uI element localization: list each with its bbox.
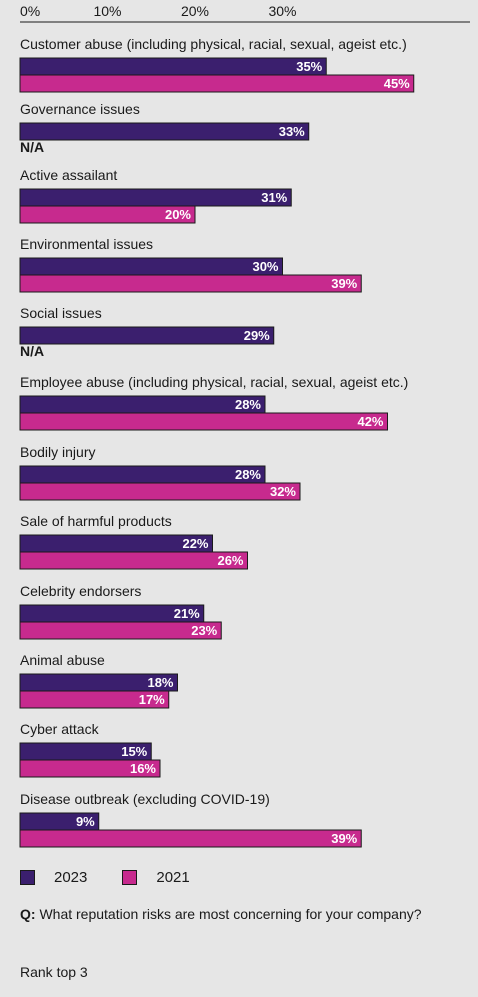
bar-2023 [19, 326, 275, 345]
bar-2021 [19, 205, 196, 224]
x-tick-label: 0% [20, 3, 40, 19]
bar-2021 [19, 551, 248, 570]
bar-value-label: 33% [279, 124, 305, 139]
category-group: Social issues 29% N/A [19, 305, 275, 359]
legend: 2023 2021 [20, 869, 225, 886]
bar-value-label: 23% [191, 623, 217, 638]
category-label: Environmental issues [20, 236, 153, 252]
category-group: Sale of harmful products 22% 26% [19, 513, 248, 570]
bar-value-label: 21% [174, 606, 200, 621]
legend-label-2023: 2023 [54, 869, 88, 886]
bar-value-label: 45% [384, 76, 410, 91]
legend-item-2023: 2023 [20, 869, 87, 886]
category-group: Governance issues 33% N/A [19, 101, 310, 155]
category-group: Customer abuse (including physical, raci… [19, 36, 415, 93]
legend-swatch-2021 [122, 870, 138, 885]
bar-2023 [19, 395, 266, 414]
question-text: Q: What reputation risks are most concer… [20, 905, 460, 924]
category-group: Cyber attack 15% 16% [19, 721, 161, 778]
bar-2021 [19, 74, 415, 93]
bar-value-label: 9% [76, 814, 95, 829]
bar-2021 [19, 759, 161, 778]
x-tick-label: 10% [93, 3, 121, 19]
category-group: Bodily injury 28% 32% [19, 444, 301, 501]
category-group: Environmental issues 30% 39% [19, 236, 362, 293]
category-label: Social issues [20, 305, 102, 321]
bar-2021 [19, 829, 362, 848]
bar-2021 [19, 621, 222, 640]
legend-item-2021: 2021 [122, 869, 190, 886]
bar-value-label: 28% [235, 467, 261, 482]
rank-note: Rank top 3 [20, 964, 88, 980]
bar-value-label: 29% [244, 328, 270, 343]
bar-value-label: 39% [331, 276, 357, 291]
bar-2021 [19, 482, 301, 501]
category-label: Governance issues [20, 101, 140, 117]
missing-value-label: N/A [20, 139, 44, 155]
legend-swatch-2023 [20, 870, 35, 885]
category-label: Employee abuse (including physical, raci… [20, 374, 408, 390]
bar-value-label: 32% [270, 484, 296, 499]
x-tick-label: 30% [268, 3, 296, 19]
category-group: Celebrity endorsers 21% 23% [19, 583, 222, 640]
question-label: Q: [20, 906, 36, 922]
category-label: Sale of harmful products [20, 513, 172, 529]
bar-2021 [19, 690, 170, 709]
bar-value-label: 31% [261, 190, 287, 205]
category-group: Animal abuse 18% 17% [19, 652, 178, 709]
x-tick-label: 20% [181, 3, 209, 19]
bar-2021 [19, 412, 388, 431]
bars: Customer abuse (including physical, raci… [19, 36, 415, 848]
bar-2023 [19, 257, 283, 276]
bar-value-label: 20% [165, 207, 191, 222]
bar-value-label: 35% [296, 59, 322, 74]
category-label: Disease outbreak (excluding COVID-19) [20, 791, 270, 807]
legend-label-2021: 2021 [156, 869, 190, 886]
bar-value-label: 16% [130, 761, 156, 776]
category-label: Bodily injury [20, 444, 95, 460]
category-group: Employee abuse (including physical, raci… [19, 374, 408, 431]
question-body: What reputation risks are most concernin… [39, 906, 422, 922]
bar-value-label: 42% [357, 414, 383, 429]
category-label: Animal abuse [20, 652, 105, 668]
category-label: Active assailant [20, 167, 117, 183]
category-label: Cyber attack [20, 721, 100, 737]
bar-2023 [19, 122, 310, 141]
bar-value-label: 30% [252, 259, 278, 274]
bar-2023 [19, 188, 292, 207]
bar-value-label: 17% [139, 692, 165, 707]
bar-value-label: 15% [121, 744, 147, 759]
category-group: Active assailant 31% 20% [19, 167, 292, 224]
bar-chart: 0% 10% 20% 30% Customer abuse (including ph… [19, 3, 470, 848]
missing-value-label: N/A [20, 343, 44, 359]
bar-value-label: 39% [331, 831, 357, 846]
category-label: Celebrity endorsers [20, 583, 141, 599]
bar-2023 [19, 465, 266, 484]
bar-value-label: 22% [182, 536, 208, 551]
bar-2021 [19, 274, 362, 293]
x-axis: 0% 10% 20% 30% [20, 3, 470, 23]
category-group: Disease outbreak (excluding COVID-19) 9% 3… [19, 791, 362, 848]
bar-value-label: 18% [147, 675, 173, 690]
bar-value-label: 26% [217, 553, 243, 568]
bar-value-label: 28% [235, 397, 261, 412]
bar-2023 [19, 57, 327, 76]
category-label: Customer abuse (including physical, raci… [20, 36, 407, 52]
